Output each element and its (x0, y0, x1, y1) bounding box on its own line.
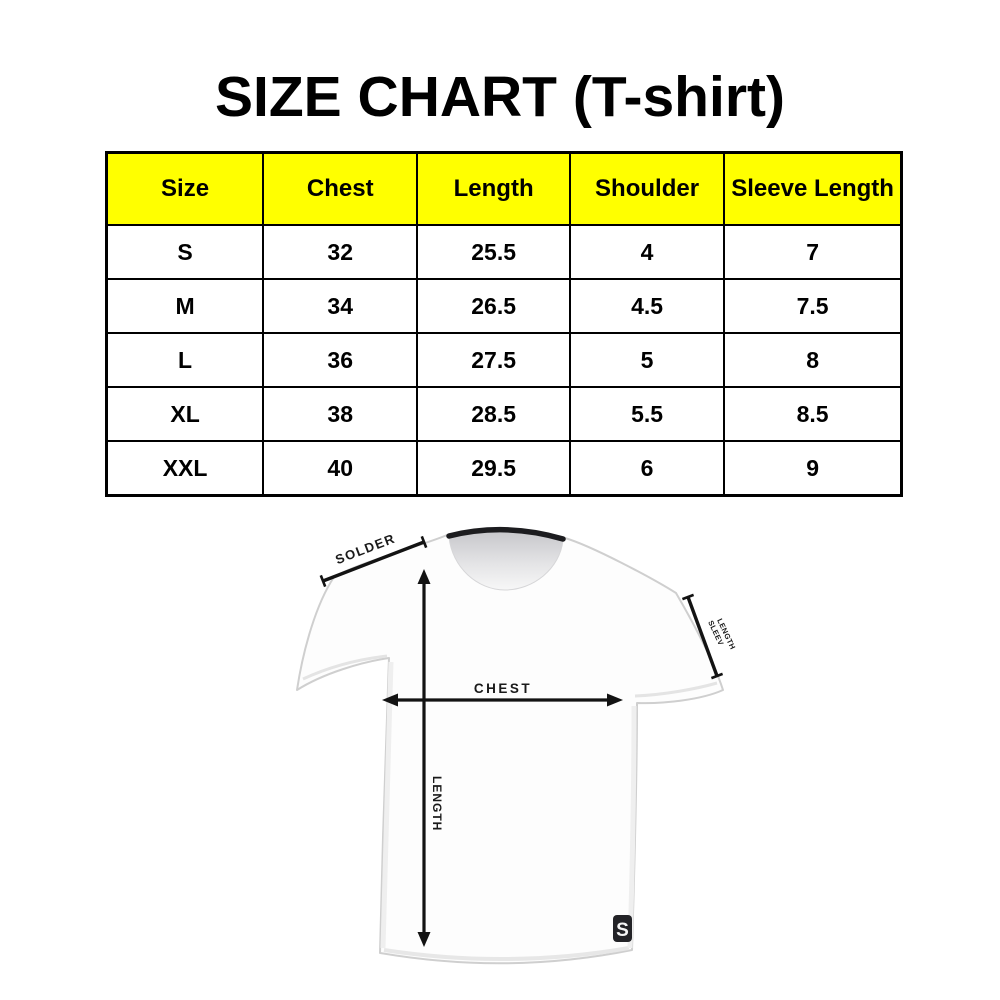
table-row-l: L 36 27.5 5 8 (105, 332, 903, 388)
table-cell: 7.5 (723, 278, 903, 334)
table-cell: XL (105, 386, 265, 442)
brand-tag-letter: S (616, 920, 629, 941)
table-cell: 34 (262, 278, 419, 334)
collar-band (446, 526, 566, 542)
table-cell: 32 (262, 224, 419, 280)
table-cell: 25.5 (416, 224, 571, 280)
table-cell: XXL (105, 440, 265, 497)
sleeve-dim-line (681, 593, 724, 680)
table-cell: 38 (262, 386, 419, 442)
right-sleeve-hem-shade (634, 681, 718, 698)
table-row-xxl: XXL 40 29.5 6 9 (105, 440, 903, 497)
table-cell: 5 (568, 332, 726, 388)
table-cell: 7 (723, 224, 903, 280)
size-chart-table: Size Chest Length Shoulder Sleeve Length… (105, 151, 903, 497)
table-cell: 4 (568, 224, 726, 280)
size-chart-table-container: Size Chest Length Shoulder Sleeve Length… (105, 151, 903, 497)
table-cell: 27.5 (416, 332, 571, 388)
table-cell: 40 (262, 440, 419, 497)
column-header-length: Length (416, 151, 571, 226)
chest-label: CHEST (474, 681, 532, 696)
tshirt-measurement-diagram: S LENGTH CHEST SOLDER SL (296, 526, 737, 965)
brand-tag: S (613, 915, 632, 942)
table-row-xl: XL 38 28.5 5.5 8.5 (105, 386, 903, 442)
shoulder-dim-line (319, 535, 428, 588)
column-header-chest: Chest (262, 151, 419, 226)
table-row-s: S 32 25.5 4 7 (105, 224, 903, 280)
hem-shade (383, 946, 630, 961)
header-row: Size Chest Length Shoulder Sleeve Length (105, 151, 903, 226)
table-cell: 4.5 (568, 278, 726, 334)
left-sleeve-hem-shade (302, 654, 388, 681)
column-header-shoulder: Shoulder (568, 151, 726, 226)
chest-arrow (382, 693, 623, 707)
table-cell: 9 (723, 440, 903, 497)
table-cell: 8.5 (723, 386, 903, 442)
sleeve-length-label: SLEEV LENGTH (706, 615, 737, 655)
table-cell: 28.5 (416, 386, 571, 442)
table-cell: 8 (723, 332, 903, 388)
length-arrow (417, 569, 431, 947)
table-row-m: M 34 26.5 4.5 7.5 (105, 278, 903, 334)
column-header-sleeve-length: Sleeve Length (723, 151, 903, 226)
table-cell: S (105, 224, 265, 280)
tshirt-body (296, 527, 724, 965)
table-cell: 29.5 (416, 440, 571, 497)
table-cell: M (105, 278, 265, 334)
table-cell: 5.5 (568, 386, 726, 442)
table-cell: 6 (568, 440, 726, 497)
table-cell: 36 (262, 332, 419, 388)
table-cell: 26.5 (416, 278, 571, 334)
length-label: LENGTH (430, 776, 444, 831)
table-cell: L (105, 332, 265, 388)
column-header-size: Size (105, 151, 265, 226)
page-title: SIZE CHART (T-shirt) (215, 65, 785, 129)
